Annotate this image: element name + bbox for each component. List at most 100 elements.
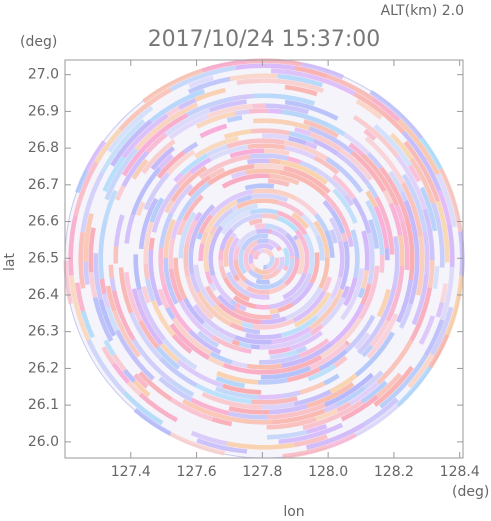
radar-cell [158,376,193,402]
radar-cell [131,158,149,180]
radar-cell [233,259,248,283]
radar-cell [183,297,205,325]
radar-cell [167,112,189,129]
radar-cell [260,365,311,380]
radar-cell [211,417,233,427]
radar-cell [98,219,108,279]
radar-cell [270,352,286,360]
radar-cell [422,231,430,274]
radar-cell [196,438,248,454]
radar-cell [280,159,328,185]
radar-cell [295,196,318,217]
radar-cell [275,225,289,237]
radar-cell [178,97,197,110]
radar-cell [131,338,174,384]
radar-cell [221,173,270,189]
radar-cell [295,345,308,354]
radar-cell [230,170,247,179]
radar-cell [201,391,262,410]
radar-cell [164,108,211,137]
radar-cell [440,266,455,321]
radar-cell [222,362,281,375]
radar-cell [270,313,281,320]
radar-cell [208,167,225,180]
radar-cell [250,128,290,136]
radar-cell [314,213,329,232]
radar-cell [229,148,264,159]
radar-cell [169,183,194,215]
y-tick-label: 26.1 [28,397,59,413]
radar-cell [188,329,222,355]
radar-cell [228,411,254,420]
radar-cell [247,143,286,150]
radar-cell [170,379,195,397]
radar-cell [330,303,365,346]
radar-cell [315,296,334,319]
radar-cell [369,89,424,140]
radar-cell [435,173,457,228]
radar-cell [331,174,356,200]
radar-cell [288,135,307,146]
radar-cell [230,232,237,239]
radar-cell [99,278,107,295]
radar-cell [299,160,318,172]
y-unit: (deg) [20,34,57,50]
radar-cell [151,183,180,233]
radar-cell [325,156,364,193]
radar-cell [382,190,393,205]
radar-cell [360,283,372,306]
radar-cell [111,290,124,315]
radar-cell [229,322,244,332]
radar-cell [336,401,352,413]
radar-cell [248,218,263,226]
radar-cell [284,84,318,97]
radar-cell [197,330,220,348]
radar-cell [361,344,374,358]
radar-cell [201,321,234,344]
radar-cell [157,288,170,309]
radar-cell [111,353,127,372]
radar-cell [362,397,399,427]
x-tick-label: 128.4 [440,464,480,480]
radar-cell [102,293,111,309]
radar-cell [403,140,441,203]
radar-cell [170,219,182,240]
radar-cell [148,237,155,250]
y-tick-label: 26.7 [28,177,59,193]
radar-cell [430,306,454,356]
radar-cell [384,248,390,261]
radar-cell [277,302,294,313]
radar-cell [157,153,174,170]
radar-cell [403,200,419,242]
radar-cell [445,275,464,336]
radar-cell [398,235,405,267]
radar-cell [220,210,252,235]
radar-cell [267,429,308,440]
radar-cell [147,102,199,138]
radar-cell [168,114,209,140]
radar-cell [250,153,288,161]
radar-cell [233,307,272,320]
radar-cell [435,200,450,263]
radar-cell [115,329,155,381]
radar-cell [323,373,340,386]
radar-cell [166,149,196,176]
radar-cell [394,204,405,223]
radar-cell [156,150,186,179]
radar-cell [118,87,172,132]
radar-cell [313,220,330,258]
radar-cell [231,93,255,102]
radar-cell [80,310,95,339]
radar-cell [336,151,370,186]
radar-cell [213,208,234,228]
radar-cell [182,194,204,222]
radar-cell [182,398,246,424]
radar-cell [281,341,334,369]
radar-cell [277,210,308,236]
radar-cell [137,288,166,341]
y-tick-label: 26.6 [28,214,59,230]
radar-cell [330,276,343,299]
radar-cell [437,189,452,225]
radar-cell [236,198,279,210]
radar-cell [155,345,181,370]
